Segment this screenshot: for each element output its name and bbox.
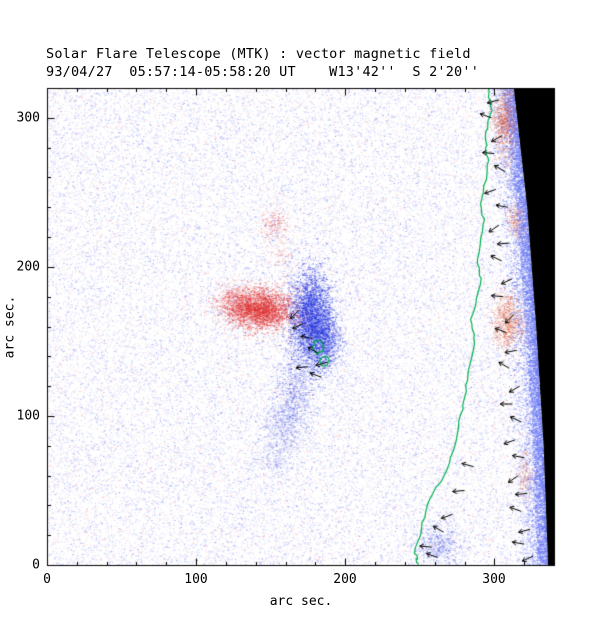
figure-title: Solar Flare Telescope (MTK) : vector mag… <box>46 46 471 62</box>
figure-subtitle: 93/04/27 05:57:14-05:58:20 UT W13'42'' S… <box>46 64 480 80</box>
y-tick-label-100: 100 <box>16 408 40 424</box>
y-tick-label-300: 300 <box>16 110 40 126</box>
x-tick-label-0: 0 <box>43 572 51 587</box>
y-tick-label-200: 200 <box>16 259 40 275</box>
x-axis-label: arc sec. <box>269 594 333 609</box>
y-axis-label: arc sec. <box>2 295 18 359</box>
x-tick-label-200: 200 <box>333 572 357 587</box>
x-tick-label-300: 300 <box>482 572 506 587</box>
x-tick-label-100: 100 <box>184 572 208 587</box>
y-tick-label-0: 0 <box>32 557 40 573</box>
